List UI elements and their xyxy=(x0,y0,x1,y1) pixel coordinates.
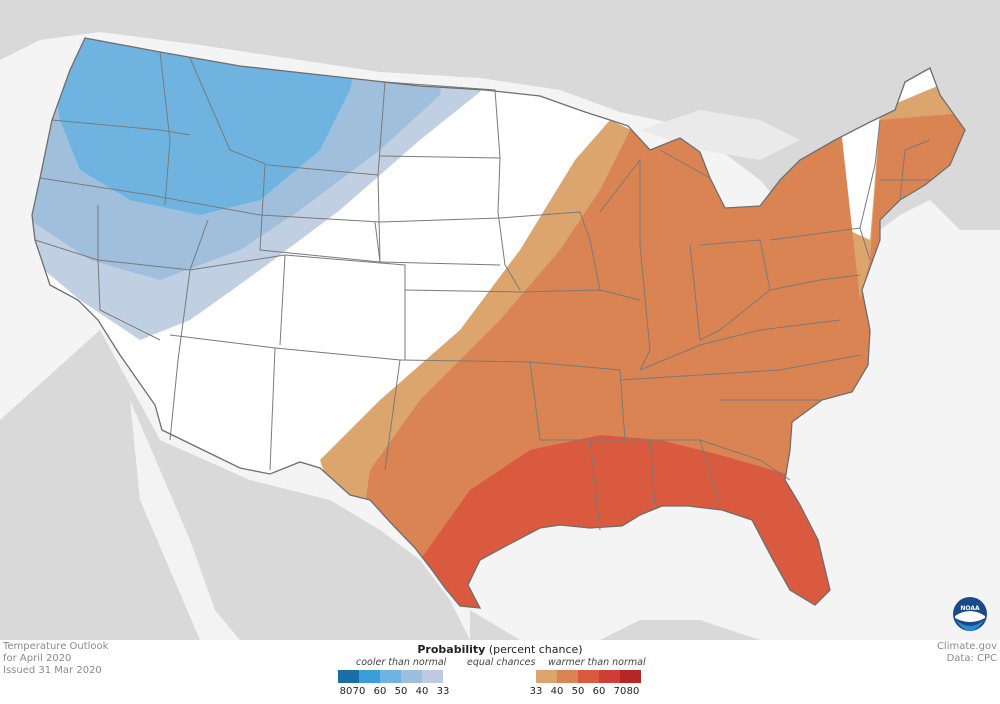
legend-swatch-cool xyxy=(359,670,380,683)
legend-swatch-cool xyxy=(380,670,401,683)
legend-tick-label: 70 xyxy=(352,686,366,697)
legend-swatch-warm xyxy=(599,670,620,683)
legend-swatch-cool xyxy=(338,670,359,683)
legend-tick-label: 33 xyxy=(436,686,450,697)
noaa-logo-text: NOAA xyxy=(960,605,980,612)
legend-tick-label: 33 xyxy=(529,686,543,697)
legend-tick-label: 80 xyxy=(626,686,640,697)
legend-cooler-label: cooler than normal xyxy=(356,657,447,668)
noaa-logo-icon: NOAA xyxy=(953,597,987,631)
legend-title-bold: Probability xyxy=(417,643,486,656)
legend-title: Probability (percent chance) xyxy=(340,643,660,656)
legend-title-rest: (percent chance) xyxy=(485,643,583,656)
legend-tick-label: 80 xyxy=(339,686,353,697)
legend-swatch-warm xyxy=(578,670,599,683)
credit-data: Data: CPC xyxy=(946,653,997,664)
legend-swatch-warm xyxy=(620,670,641,683)
credit-info: Climate.gov Data: CPC xyxy=(937,641,997,665)
legend-swatch-equal xyxy=(443,670,536,683)
legend-tick-label: 50 xyxy=(571,686,585,697)
legend-tick-label: 50 xyxy=(394,686,408,697)
credit-site: Climate.gov xyxy=(936,641,997,652)
outlook-issued: Issued 31 Mar 2020 xyxy=(3,665,102,676)
outlook-period: for April 2020 xyxy=(3,653,72,664)
outlook-info: Temperature Outlook for April 2020 Issue… xyxy=(3,641,108,677)
legend-tick-label: 40 xyxy=(415,686,429,697)
legend-equal-label: equal chances xyxy=(467,657,536,668)
legend-warmer-label: warmer than normal xyxy=(548,657,646,668)
legend-swatch-cool xyxy=(401,670,422,683)
legend-tick-label: 70 xyxy=(613,686,627,697)
legend-swatch-warm xyxy=(536,670,557,683)
outlook-map xyxy=(0,0,1000,640)
state-borders xyxy=(34,51,931,531)
legend-color-bar xyxy=(338,670,641,683)
legend-swatch-warm xyxy=(557,670,578,683)
legend-tick-label: 40 xyxy=(550,686,564,697)
legend-tick-label: 60 xyxy=(592,686,606,697)
legend-tick-label: 60 xyxy=(373,686,387,697)
legend-ticks: 80 70 60 50 40 33 33 40 50 60 70 80 xyxy=(0,686,1000,700)
us-map xyxy=(0,0,1000,640)
outlook-title: Temperature Outlook xyxy=(3,641,109,652)
legend-swatch-cool xyxy=(422,670,443,683)
